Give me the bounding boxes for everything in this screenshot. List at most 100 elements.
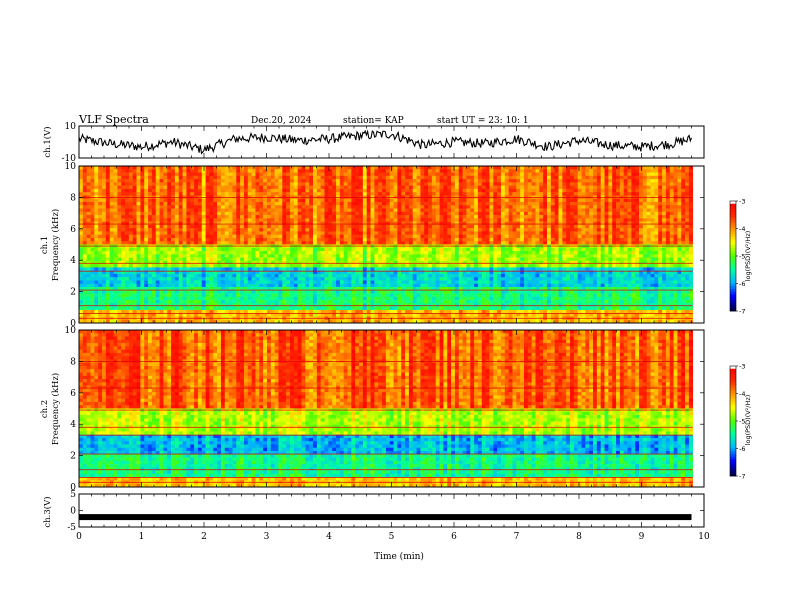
ch1-spectrogram-cell <box>362 205 367 209</box>
ch1-spectrogram-cell <box>286 218 291 222</box>
ch1-spectrogram-cell <box>662 237 667 242</box>
ch1-spectrogram-cell <box>320 234 325 239</box>
ch1-spectrogram-cell <box>236 254 241 258</box>
ch1-spectrogram-cell <box>646 172 651 177</box>
ch1-spectrogram-cell <box>439 205 444 209</box>
ch1-spectrogram-cell <box>466 234 471 239</box>
ch1-spectrogram-cell <box>312 228 318 232</box>
ch1-spectrogram-cell <box>94 260 99 265</box>
ch1-spectrogram-cell <box>79 198 84 203</box>
ch1-spectrogram-cell <box>589 169 594 173</box>
ch1-spectrogram-cell <box>312 221 318 226</box>
ch1-spectrogram-cell <box>596 228 601 232</box>
ch1-spectrogram-cell <box>543 166 548 170</box>
ch1-spectrogram-cell <box>236 166 241 170</box>
ch1-spectrogram-cell <box>182 228 187 232</box>
ch1-spectrogram-cell <box>646 182 651 186</box>
ch1-spectrogram-cell <box>270 208 275 213</box>
ch1-spectrogram-cell <box>125 172 130 177</box>
ch1-spectrogram-cell <box>619 182 625 186</box>
ch1-spectrogram-cell <box>662 185 667 190</box>
ch1-spectrogram-cell <box>140 185 145 190</box>
ch1-spectrogram-cell <box>535 172 540 177</box>
ch1-spectrogram-cell <box>405 198 410 203</box>
ch1-spectrogram-cell <box>577 198 582 203</box>
ch1-spectrogram-cell <box>98 228 103 232</box>
ch1-spectrogram-cell <box>332 169 337 173</box>
ch1-spectrogram-cell <box>654 237 659 242</box>
ch1-spectrogram-cell <box>685 221 690 226</box>
ch1-spectrogram-cell <box>451 169 456 173</box>
ch1-spectrogram-cell <box>259 188 264 193</box>
ch1-spectrogram-cell <box>182 260 187 265</box>
ch1-spectrogram-cell <box>113 175 118 180</box>
ch1-spectrogram-cell <box>589 237 594 242</box>
ch1-spectrogram-cell <box>508 234 513 239</box>
ch1-spectrogram-cell <box>627 218 632 222</box>
ch1-spectrogram-cell <box>531 172 536 177</box>
ch1-spectrogram-cell <box>662 247 667 252</box>
ch1-spectrogram-cell <box>171 192 176 196</box>
ch1-spectrogram-cell <box>562 237 567 242</box>
ch1-spectrogram-cell <box>220 192 226 196</box>
ch1-spectrogram-cell <box>79 237 84 242</box>
ch1-spectrogram-cell <box>397 257 402 262</box>
ch1-spectrogram-cell <box>504 169 509 173</box>
ch1-spectrogram-cell <box>355 257 360 262</box>
ch1-spectrogram-cell <box>688 211 694 216</box>
ch1-spectrogram-cell <box>516 201 521 206</box>
ch1-spectrogram-cell <box>132 221 137 226</box>
ch1-spectrogram-cell <box>523 237 529 242</box>
ch1-spectrogram-cell <box>462 257 467 262</box>
ch1-spectrogram-cell <box>312 251 318 255</box>
ch1-spectrogram-cell <box>439 185 444 190</box>
ch1-spectrogram-cell <box>278 188 283 193</box>
ch1-spectrogram-cell <box>140 264 145 268</box>
ch1-spectrogram-cell <box>251 231 256 235</box>
ch1-spectrogram-cell <box>554 211 559 216</box>
ch1-spectrogram-cell <box>201 254 206 258</box>
ch1-spectrogram-cell <box>566 247 571 252</box>
ch1-spectrogram-cell <box>132 215 137 219</box>
ch1-spectrogram-cell <box>205 215 210 219</box>
ch1-spectrogram-cell <box>255 185 260 190</box>
ch1-spectrogram-cell <box>554 192 559 196</box>
ch1-spectrogram-cell <box>282 264 287 268</box>
ch1-spectrogram-cell <box>82 201 87 206</box>
ch1-spectrogram-cell <box>305 175 310 180</box>
ch1-spectrogram-cell <box>171 234 176 239</box>
ch1-spectrogram-cell <box>98 166 103 170</box>
ch1-spectrogram-cell <box>151 185 157 190</box>
ch1-spectrogram-cell <box>677 175 682 180</box>
ch1-spectrogram-cell <box>439 218 444 222</box>
ch1-spectrogram-cell <box>681 175 686 180</box>
ch1-spectrogram-cell <box>98 208 103 213</box>
ch1-spectrogram-cell <box>481 208 486 213</box>
ch1-spectrogram-cell <box>320 251 325 255</box>
ch1-spectrogram-cell <box>685 182 690 186</box>
ch1-spectrogram-cell <box>546 172 552 177</box>
ch1-spectrogram-cell <box>596 192 601 196</box>
ch1-spectrogram-cell <box>493 211 498 216</box>
ch1-spectrogram-cell <box>500 188 506 193</box>
ch1-spectrogram-cell <box>251 234 256 239</box>
ch1-spectrogram-cell <box>289 224 295 229</box>
ch1-spectrogram-cell <box>523 224 529 229</box>
ch1-spectrogram-cell <box>500 175 506 180</box>
ch1-spectrogram-cell <box>105 241 110 245</box>
ch1-spectrogram-cell <box>382 241 387 245</box>
ch1-spectrogram-cell <box>382 198 387 203</box>
ch1-spectrogram-cell <box>102 188 107 193</box>
ch1-spectrogram-cell <box>677 201 682 206</box>
ch1-spectrogram-cell <box>585 201 590 206</box>
ch1-spectrogram-cell <box>493 221 498 226</box>
ch1-spectrogram-cell <box>197 257 203 262</box>
ch1-spectrogram-cell <box>443 247 448 252</box>
ch1-spectrogram-cell <box>289 221 295 226</box>
ch1-spectrogram-cell <box>642 192 648 196</box>
ch1-spectrogram-cell <box>370 188 375 193</box>
ch1-spectrogram-cell <box>616 205 621 209</box>
ch1-spectrogram-cell <box>362 175 367 180</box>
date-label: Dec.20, 2024 <box>251 116 312 126</box>
ch1-spectrogram-cell <box>259 211 264 216</box>
